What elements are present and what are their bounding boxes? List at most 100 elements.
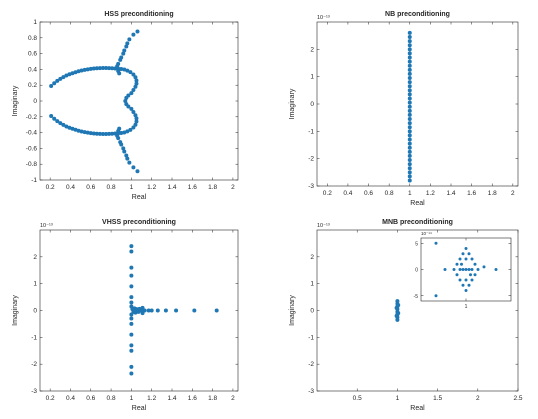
data-point: [119, 67, 124, 72]
data-point: [407, 43, 412, 48]
data-point: [455, 273, 459, 277]
data-point: [467, 283, 471, 287]
y-tick-label: 1: [310, 74, 314, 81]
plot-title: MNB preconditioning: [382, 219, 453, 226]
y-tick-label: 0: [33, 98, 37, 105]
y-tick-label: -5: [414, 294, 419, 300]
y-tick-label: 0: [310, 101, 314, 108]
data-point: [104, 66, 108, 71]
data-point: [464, 278, 468, 282]
y-tick-label: -1: [308, 128, 314, 135]
data-point: [452, 268, 456, 271]
data-point: [122, 149, 127, 154]
data-points: [394, 299, 401, 322]
data-point: [407, 137, 412, 142]
data-point: [134, 116, 139, 121]
data-point: [407, 100, 412, 105]
data-points: [49, 29, 140, 174]
data-point: [395, 317, 400, 322]
data-point: [192, 308, 197, 313]
data-point: [133, 75, 138, 80]
y-tick-label: 0.8: [28, 35, 37, 42]
x-tick-label: 1.4: [167, 395, 176, 402]
data-point: [131, 32, 136, 37]
data-point: [407, 47, 412, 52]
data-point: [407, 71, 412, 76]
data-point: [88, 131, 93, 136]
data-point: [467, 252, 471, 256]
data-point: [407, 92, 412, 97]
x-tick-label: 1.2: [147, 395, 156, 402]
y-tick-label: 0: [310, 308, 314, 315]
data-point: [127, 160, 132, 165]
data-point: [407, 51, 412, 56]
x-tick-label: 0.8: [107, 184, 116, 191]
y-tick-label: 2: [310, 254, 314, 261]
subplot-2: 0.2 0.4 0.6 0.8 1 1.2 1.4 1.6 1.8 2 -3 -2 -1 0 1 2 10⁻¹³…: [289, 11, 519, 207]
x-tick-label: 1.8: [488, 190, 497, 197]
x-tick-label: 1.4: [446, 190, 455, 197]
data-point: [470, 257, 474, 261]
data-point: [131, 110, 136, 115]
data-point: [82, 67, 87, 72]
data-point: [94, 66, 99, 71]
x-tick-label: 0.8: [385, 190, 394, 197]
subplot-4: 1 -5 0 510⁻¹⁴: [414, 231, 512, 310]
data-point: [407, 178, 412, 183]
data-point: [110, 66, 115, 71]
y-exponent-label: 10⁻¹³: [317, 223, 330, 229]
data-point: [407, 141, 412, 146]
data-point: [97, 66, 102, 71]
data-point: [64, 124, 69, 129]
data-point: [458, 268, 462, 271]
data-point: [470, 268, 474, 271]
data-point: [49, 114, 54, 119]
x-tick-label: 1.8: [208, 184, 217, 191]
data-point: [455, 262, 459, 266]
plot-title: NB preconditioning: [385, 11, 450, 18]
data-point: [174, 308, 179, 313]
data-point: [407, 174, 412, 179]
data-point: [434, 241, 438, 245]
x-tick-label: 2.5: [513, 395, 522, 402]
data-point: [100, 131, 105, 136]
data-point: [473, 262, 477, 266]
data-point: [482, 265, 486, 269]
data-point: [434, 294, 438, 298]
data-point: [407, 96, 412, 101]
data-point: [407, 63, 412, 68]
data-point: [128, 70, 133, 75]
data-point: [464, 268, 468, 271]
data-point: [119, 55, 124, 60]
data-point: [125, 129, 130, 134]
data-point: [460, 262, 463, 266]
data-point: [133, 122, 138, 127]
data-point: [94, 131, 99, 136]
data-point: [155, 308, 160, 313]
data-point: [407, 153, 412, 158]
x-tick-label: 0.4: [66, 184, 75, 191]
y-exponent-label: 10⁻¹⁴: [421, 231, 432, 236]
y-tick-label: -2: [308, 361, 314, 368]
data-point: [61, 75, 66, 80]
data-point: [467, 268, 471, 271]
data-point: [127, 37, 132, 42]
data-point: [407, 145, 412, 150]
x-tick-label: 1.6: [467, 190, 476, 197]
data-point: [121, 51, 126, 56]
data-point: [49, 83, 54, 88]
x-tick-label: 2: [231, 184, 235, 191]
data-point: [129, 91, 134, 96]
data-point: [91, 66, 96, 71]
data-point: [461, 268, 465, 271]
data-point: [125, 156, 130, 161]
data-point: [73, 70, 78, 75]
data-point: [134, 119, 139, 124]
data-point: [129, 273, 134, 278]
x-axis-label: Real: [410, 200, 425, 207]
data-point: [129, 316, 134, 321]
data-point: [407, 30, 412, 35]
data-point: [79, 129, 84, 134]
data-point: [476, 268, 480, 271]
subplot-1: 0.2 0.4 0.6 0.8 1 1.2 1.4 1.6 1.8 2 -1 -0.8 -0.6 -0.4…: [12, 11, 239, 201]
